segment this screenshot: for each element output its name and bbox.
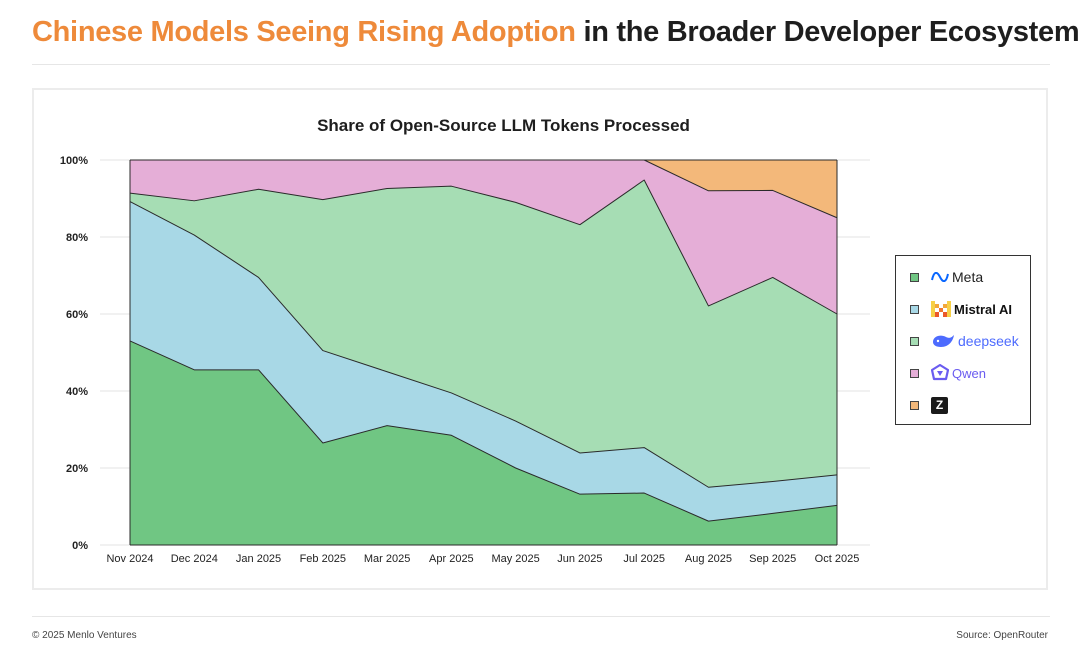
legend-label-deepseek: deepseek	[958, 333, 1019, 349]
x-tick-label: Mar 2025	[364, 553, 410, 565]
area-deepseek	[130, 180, 837, 488]
deepseek-whale-icon: deepseek	[931, 333, 1019, 349]
legend-swatch-mistral	[910, 304, 919, 314]
chart-legend: Meta Mistral AI deepseek Qwen Z	[895, 255, 1031, 425]
area-qwen	[130, 160, 837, 314]
x-tick-label: Jul 2025	[623, 553, 665, 565]
headline-accent: Chinese Models Seeing Rising Adoption	[32, 16, 576, 48]
y-tick-label: 100%	[60, 155, 88, 167]
x-tick-label: Dec 2024	[171, 553, 218, 565]
footer-copyright: © 2025 Menlo Ventures	[32, 630, 137, 641]
y-tick-label: 0%	[72, 540, 88, 552]
x-tick-label: Aug 2025	[685, 553, 732, 565]
meta-logo-icon: Meta	[931, 269, 983, 285]
legend-item-zhipu: Z	[910, 396, 948, 414]
x-tick-label: Apr 2025	[429, 553, 474, 565]
legend-label-meta: Meta	[952, 269, 984, 285]
headline-rest: in the Broader Developer Ecosystem	[575, 16, 1080, 48]
legend-item-deepseek: deepseek	[910, 332, 1019, 350]
y-tick-label: 40%	[66, 386, 88, 398]
legend-label-qwen: Qwen	[952, 365, 986, 381]
zhipu-z-logo-icon: Z	[931, 396, 948, 414]
legend-item-meta: Meta	[910, 268, 983, 286]
area-zhipu	[130, 160, 837, 218]
boundary-line-deepseek	[129, 179, 838, 315]
y-tick-label: 60%	[66, 309, 88, 321]
legend-label-mistral: Mistral AI	[954, 301, 1013, 317]
x-tick-label: Jan 2025	[236, 553, 281, 565]
legend-swatch-qwen	[910, 368, 919, 378]
chart-title: Share of Open-Source LLM Tokens Processe…	[317, 116, 690, 135]
x-tick-label: May 2025	[491, 553, 539, 565]
area-meta	[130, 340, 837, 545]
bottom-divider	[32, 616, 1050, 617]
y-tick-label: 20%	[66, 463, 88, 475]
boundary-line-mistral	[129, 201, 838, 488]
x-tick-label: Jun 2025	[557, 553, 602, 565]
legend-swatch-meta	[910, 272, 919, 282]
top-divider	[32, 64, 1050, 65]
footer-source: Source: OpenRouter	[956, 630, 1048, 641]
x-tick-label: Oct 2025	[815, 553, 860, 565]
legend-swatch-zhipu	[910, 400, 919, 410]
legend-swatch-deepseek	[910, 336, 919, 346]
page-headline: Chinese Models Seeing Rising Adoption in…	[32, 16, 1080, 49]
qwen-logo-icon: Qwen	[931, 364, 986, 382]
x-tick-label: Nov 2024	[106, 553, 153, 565]
x-tick-label: Feb 2025	[300, 553, 346, 565]
legend-item-mistral: Mistral AI	[910, 300, 1012, 318]
area-mistral	[130, 201, 837, 522]
x-tick-label: Sep 2025	[749, 553, 796, 565]
mistral-logo-icon: Mistral AI	[931, 301, 1012, 317]
boundary-line-meta	[129, 340, 838, 522]
legend-item-qwen: Qwen	[910, 364, 986, 382]
y-tick-label: 80%	[66, 232, 88, 244]
